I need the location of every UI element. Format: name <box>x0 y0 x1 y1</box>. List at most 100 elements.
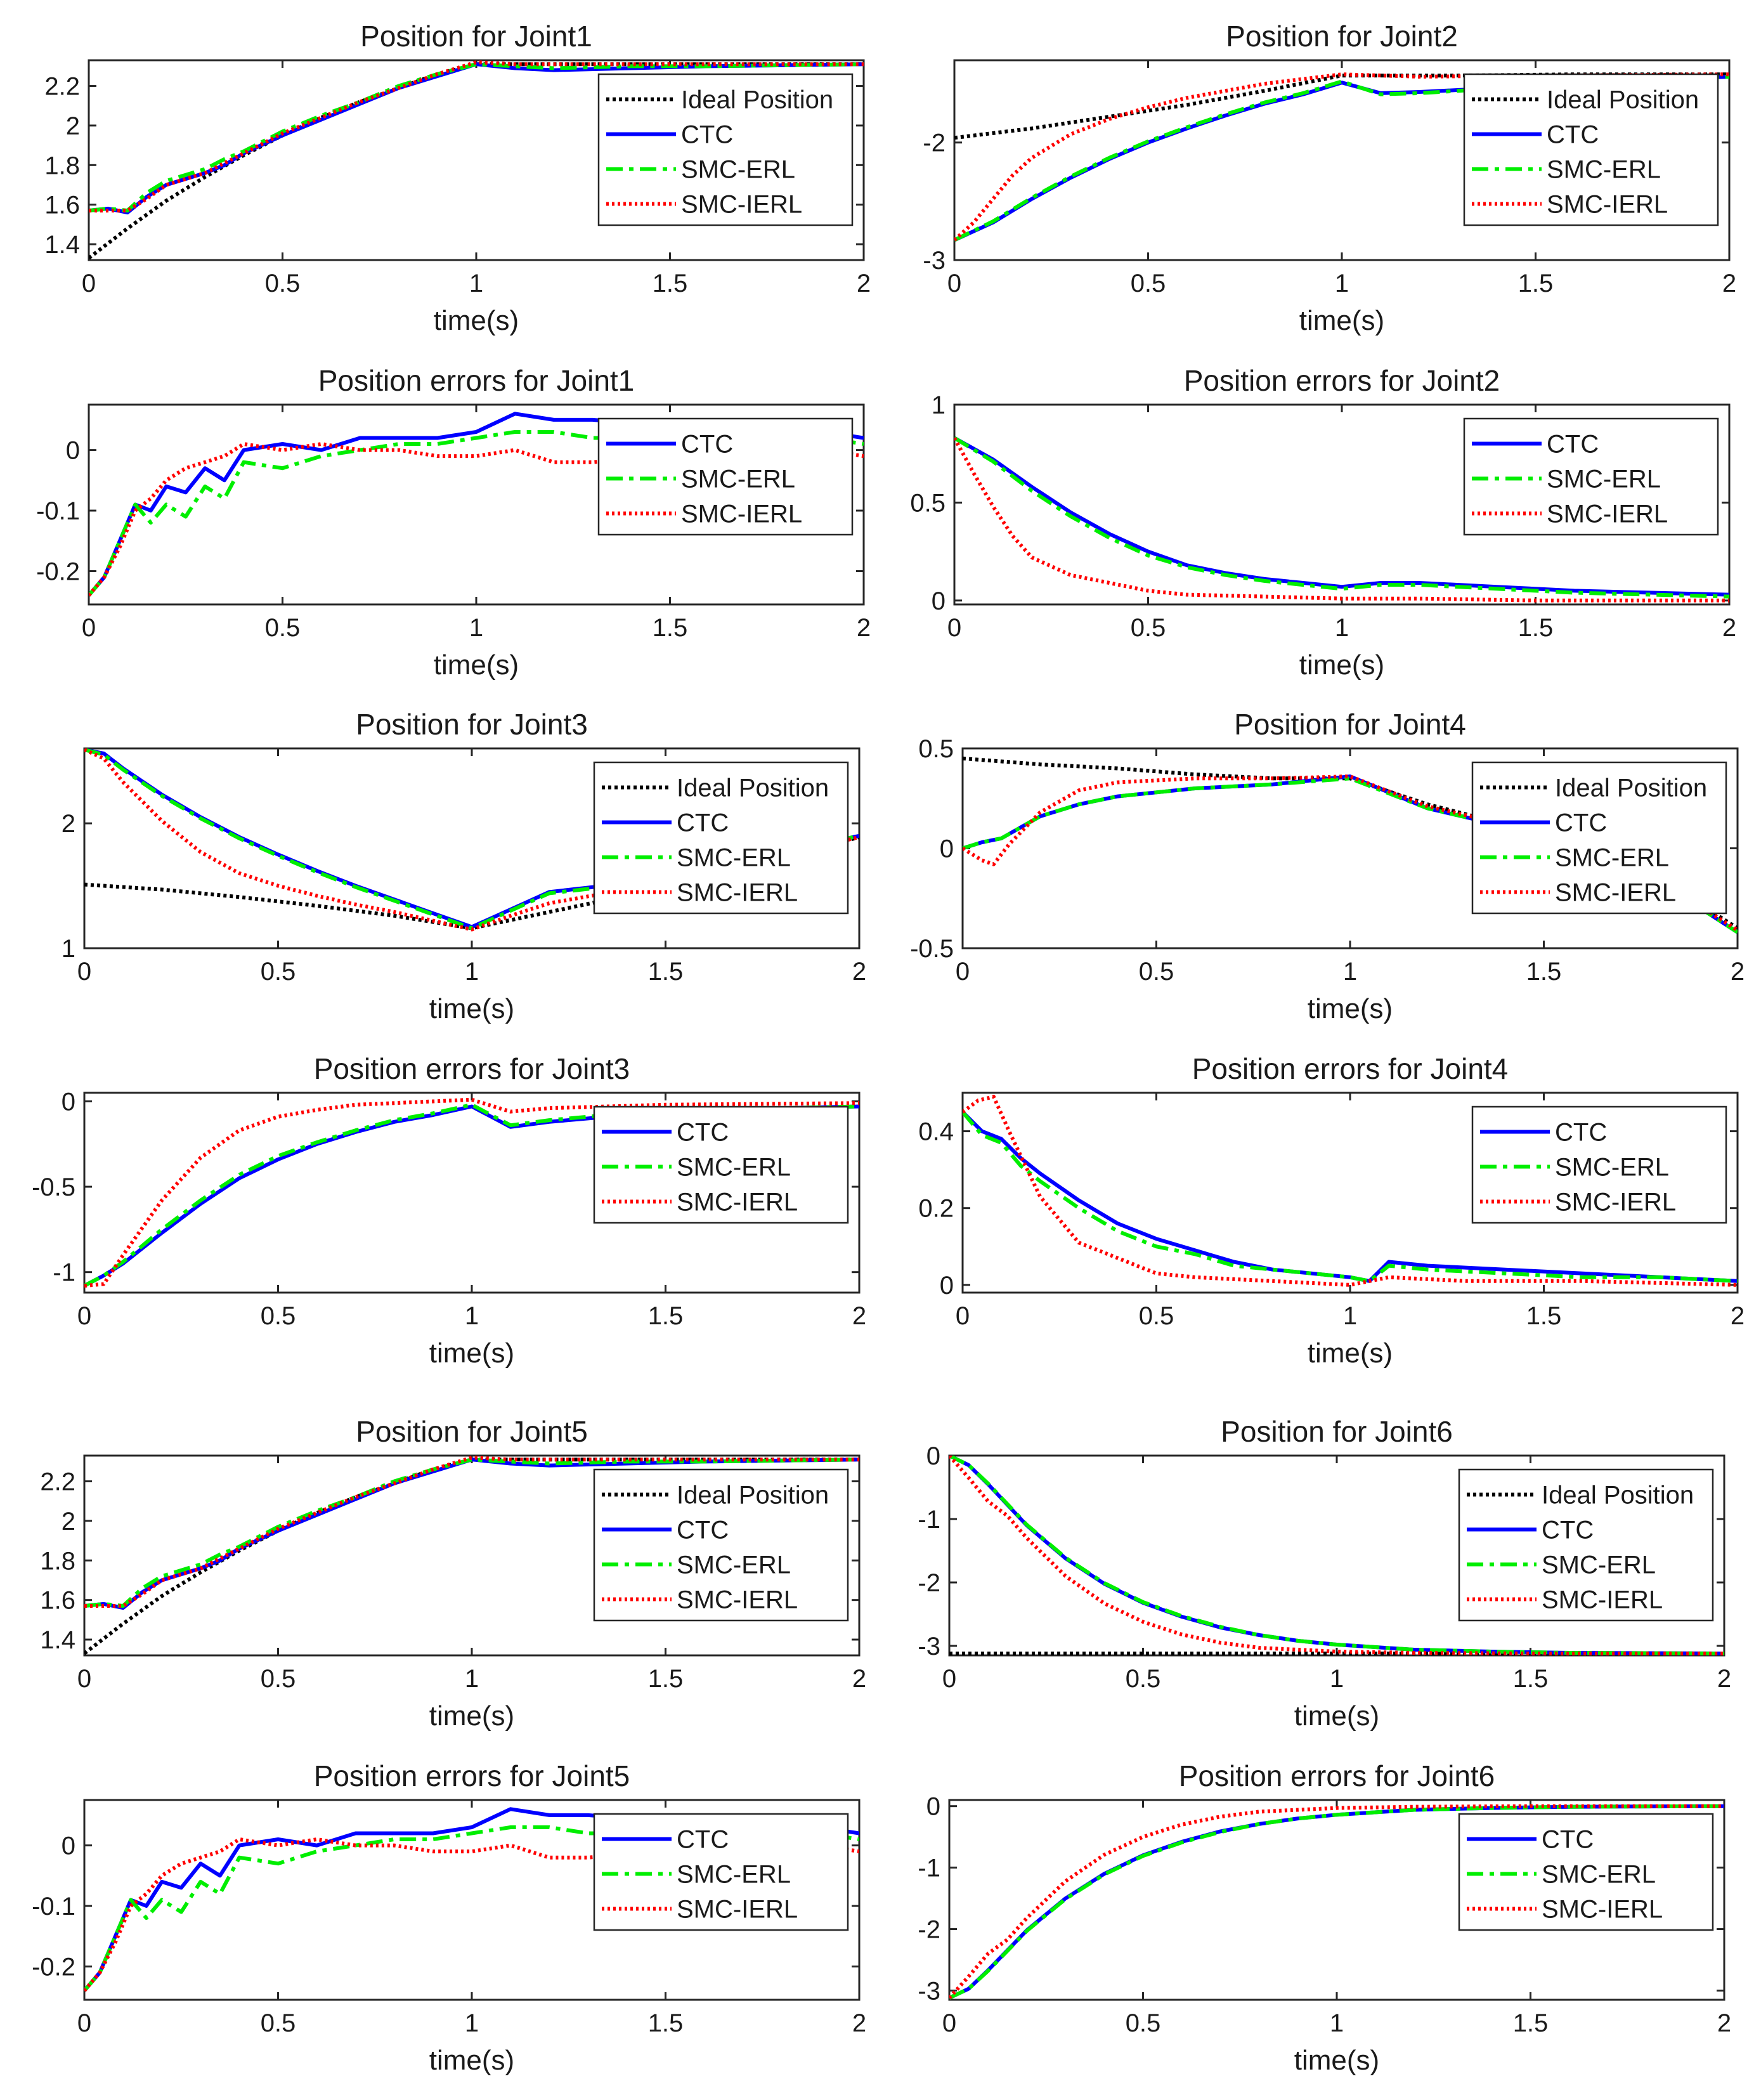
x-tick-label: 1.5 <box>1526 958 1562 986</box>
y-tick-label: -0.1 <box>32 1893 75 1921</box>
legend-label-ctc: CTC <box>1542 1826 1594 1854</box>
x-tick-label: 1 <box>1335 614 1349 642</box>
x-tick-label: 1 <box>1330 2009 1344 2037</box>
x-tick-label: 2 <box>1722 270 1736 297</box>
y-tick-label: -3 <box>923 247 945 275</box>
y-tick-label: 0 <box>66 437 80 465</box>
y-tick-label: -1 <box>918 1506 940 1534</box>
legend-label-smc_ierl: SMC-IERL <box>681 500 802 528</box>
x-tick-label: 2 <box>1731 958 1745 986</box>
legend-label-smc_erl: SMC-ERL <box>677 1551 791 1579</box>
x-axis-label: time(s) <box>429 1338 514 1369</box>
x-axis-label: time(s) <box>1308 993 1393 1024</box>
x-tick-label: 1.5 <box>1518 614 1554 642</box>
y-tick-label: 1.4 <box>40 1626 75 1654</box>
legend-label-ctc: CTC <box>1547 121 1599 149</box>
x-tick-label: 0 <box>77 1302 91 1330</box>
series-line-smc_erl <box>84 1458 859 1608</box>
legend-label-smc_erl: SMC-ERL <box>677 1154 791 1182</box>
y-tick-label: 1 <box>932 391 945 419</box>
x-axis-label: time(s) <box>429 993 514 1024</box>
series-line-smc_ierl <box>89 60 864 212</box>
legend-label-ideal: Ideal Position <box>677 1482 829 1510</box>
x-tick-label: 0 <box>82 614 96 642</box>
series-line-ctc <box>89 62 864 215</box>
chart-p3: Position for Joint3 0 0.5 1 1.5 2 1 2 time(s) Ide… <box>62 708 866 1024</box>
y-tick-label: -2 <box>918 1569 940 1597</box>
legend-label-smc_erl: SMC-ERL <box>1547 466 1661 493</box>
chart-title: Position for Joint6 <box>1221 1415 1453 1448</box>
series-group <box>84 1456 859 1655</box>
y-tick-label: 0 <box>62 1088 75 1116</box>
x-axis-label: time(s) <box>429 2045 514 2076</box>
y-tick-label: 1.8 <box>40 1547 75 1575</box>
series-line-smc_ierl <box>949 1456 1724 1655</box>
chart-p6: Position for Joint6 0 0.5 1 1.5 2 -3 -2 -1 0 time(… <box>918 1415 1731 1732</box>
x-tick-label: 1.5 <box>1513 1665 1549 1693</box>
legend: Ideal Position CTC SMC-ERL SMC-IERL <box>593 761 849 915</box>
x-tick-label: 0.5 <box>261 1302 296 1330</box>
legend: CTC SMC-ERL SMC-IERL <box>597 417 854 536</box>
legend-label-ideal: Ideal Position <box>1542 1482 1694 1510</box>
x-tick-label: 0 <box>942 1665 956 1693</box>
y-tick-label: -0.2 <box>36 558 80 586</box>
y-tick-label: 2 <box>62 1508 75 1536</box>
x-tick-label: 0.5 <box>1131 614 1166 642</box>
x-tick-label: 2 <box>852 958 866 986</box>
legend-label-smc_erl: SMC-ERL <box>681 466 795 493</box>
chart-e1: Position errors for Joint1 0 0.5 1 1.5 2 -0.2 -… <box>36 364 871 681</box>
x-tick-label: 2 <box>857 614 871 642</box>
legend: Ideal Position CTC SMC-ERL SMC-IERL <box>593 1468 849 1622</box>
x-tick-label: 0 <box>947 270 961 297</box>
x-tick-label: 2 <box>852 1302 866 1330</box>
y-tick-label: 0 <box>62 1832 75 1860</box>
x-tick-label: 1.5 <box>648 1302 684 1330</box>
chart-e2: Position errors for Joint2 0 0.5 1 1.5 2 0 0.5 1… <box>910 364 1736 681</box>
legend: CTC SMC-ERL SMC-IERL <box>1471 1105 1727 1224</box>
legend-label-smc_ierl: SMC-IERL <box>677 1586 798 1614</box>
y-tick-label: 0 <box>926 1793 940 1821</box>
legend-label-smc_erl: SMC-ERL <box>1555 1154 1669 1182</box>
chart-title: Position errors for Joint3 <box>314 1052 630 1085</box>
x-tick-label: 2 <box>852 1665 866 1693</box>
y-tick-label: -3 <box>918 1977 940 2005</box>
legend: CTC SMC-ERL SMC-IERL <box>593 1813 849 1931</box>
x-tick-label: 2 <box>852 2009 866 2037</box>
x-tick-label: 0 <box>956 1302 970 1330</box>
chart-p5: Position for Joint5 0 0.5 1 1.5 2 1.4 1.6 1.8 2 2.… <box>40 1415 866 1732</box>
x-tick-label: 1 <box>469 614 483 642</box>
x-tick-label: 2 <box>857 270 871 297</box>
x-tick-label: 1 <box>1343 958 1357 986</box>
y-tick-label: 0.4 <box>918 1118 954 1146</box>
x-tick-label: 1.5 <box>1518 270 1554 297</box>
series-group <box>89 60 864 260</box>
x-tick-label: 2 <box>1717 1665 1731 1693</box>
legend-label-ctc: CTC <box>681 431 733 459</box>
legend-label-smc_ierl: SMC-IERL <box>677 1896 798 1924</box>
x-tick-label: 1 <box>465 1302 479 1330</box>
chart-p1: Position for Joint1 0 0.5 1 1.5 2 1.4 1.6 1.8 2 2.… <box>44 20 871 336</box>
series-group <box>963 1095 1738 1287</box>
x-axis-label: time(s) <box>434 649 519 681</box>
x-tick-label: 2 <box>1722 614 1736 642</box>
chart-title: Position errors for Joint4 <box>1192 1052 1509 1085</box>
x-tick-label: 0.5 <box>1139 1302 1174 1330</box>
chart-title: Position for Joint5 <box>356 1415 588 1448</box>
y-tick-label: -0.5 <box>910 935 954 963</box>
legend-label-ideal: Ideal Position <box>677 774 829 802</box>
series-line-smc_erl <box>949 1804 1724 2000</box>
x-tick-label: 2 <box>1717 2009 1731 2037</box>
y-tick-label: -2 <box>923 129 945 157</box>
x-tick-label: 0 <box>942 2009 956 2037</box>
series-line-smc_erl <box>954 436 1729 599</box>
y-tick-label: 2.2 <box>40 1468 75 1496</box>
legend-label-ctc: CTC <box>677 1826 729 1854</box>
y-tick-label: 0 <box>926 1442 940 1470</box>
legend-label-smc_ierl: SMC-IERL <box>1555 1189 1676 1216</box>
x-tick-label: 1.5 <box>648 1665 684 1693</box>
legend-label-smc_ierl: SMC-IERL <box>1542 1586 1663 1614</box>
x-axis-label: time(s) <box>429 1700 514 1732</box>
series-line-ctc <box>963 1111 1738 1283</box>
y-tick-label: 0 <box>932 587 945 615</box>
series-line-smc_ierl <box>963 1095 1738 1287</box>
